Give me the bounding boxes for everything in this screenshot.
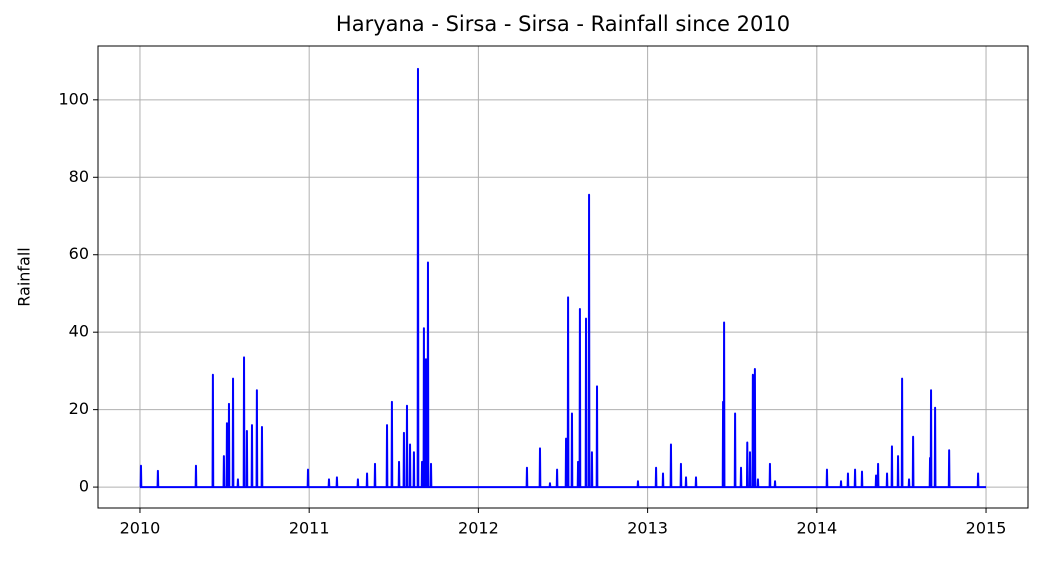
y-tick-label: 20 [69, 399, 89, 418]
x-tick-label: 2015 [966, 519, 1007, 538]
x-tick-label: 2014 [796, 519, 837, 538]
y-tick-label: 60 [69, 244, 89, 263]
x-tick-label: 2012 [458, 519, 499, 538]
plot-frame [97, 45, 1029, 509]
x-tick-label: 2010 [120, 519, 161, 538]
x-tick-label: 2013 [627, 519, 668, 538]
y-tick-label: 100 [58, 89, 89, 108]
chart-title: Haryana - Sirsa - Sirsa - Rainfall since… [336, 12, 790, 36]
y-axis-label: Rainfall [15, 247, 34, 306]
data-line [139, 67, 987, 489]
y-tick-label: 40 [69, 322, 89, 341]
y-tick-label: 0 [79, 477, 89, 496]
x-tick-label: 2011 [289, 519, 330, 538]
y-tick-label: 80 [69, 167, 89, 186]
